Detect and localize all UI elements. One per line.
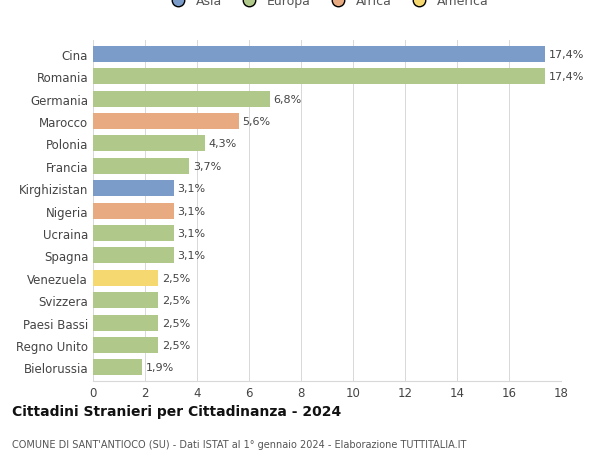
Text: Cittadini Stranieri per Cittadinanza - 2024: Cittadini Stranieri per Cittadinanza - 2… (12, 404, 341, 419)
Text: 3,1%: 3,1% (178, 184, 206, 194)
Bar (93, 69, 545, 85)
Bar (93, 158, 189, 174)
Text: COMUNE DI SANT'ANTIOCO (SU) - Dati ISTAT al 1° gennaio 2024 - Elaborazione TUTTI: COMUNE DI SANT'ANTIOCO (SU) - Dati ISTAT… (12, 440, 466, 449)
Text: 3,1%: 3,1% (178, 206, 206, 216)
Text: 2,5%: 2,5% (162, 340, 190, 350)
Bar (93, 91, 270, 107)
Text: 5,6%: 5,6% (242, 117, 271, 127)
Text: 6,8%: 6,8% (274, 95, 302, 104)
Bar (93, 359, 142, 375)
Text: 2,5%: 2,5% (162, 273, 190, 283)
Bar (93, 292, 158, 308)
Bar (93, 181, 173, 197)
Text: 3,7%: 3,7% (193, 162, 221, 172)
Text: 3,1%: 3,1% (178, 229, 206, 239)
Text: 2,5%: 2,5% (162, 296, 190, 306)
Text: 4,3%: 4,3% (209, 139, 237, 149)
Text: 17,4%: 17,4% (550, 50, 584, 60)
Bar (93, 225, 173, 241)
Bar (93, 114, 239, 130)
Text: 3,1%: 3,1% (178, 251, 206, 261)
Bar (93, 136, 205, 152)
Bar (93, 47, 545, 63)
Text: 17,4%: 17,4% (550, 72, 584, 82)
Legend: Asia, Europa, Africa, America: Asia, Europa, Africa, America (166, 0, 488, 8)
Bar (93, 270, 158, 286)
Text: 2,5%: 2,5% (162, 318, 190, 328)
Bar (93, 315, 158, 331)
Bar (93, 248, 173, 264)
Bar (93, 203, 173, 219)
Text: 1,9%: 1,9% (146, 363, 175, 373)
Bar (93, 337, 158, 353)
